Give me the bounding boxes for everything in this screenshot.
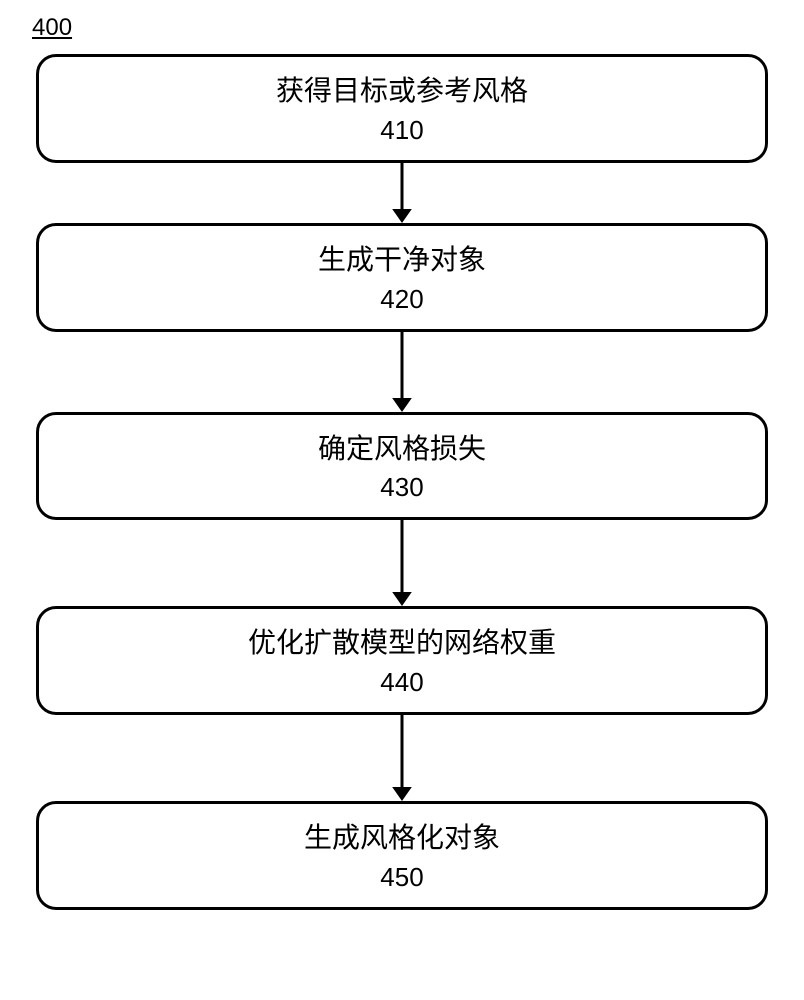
flowchart-node: 获得目标或参考风格 410	[36, 54, 768, 163]
node-title: 生成风格化对象	[51, 820, 753, 858]
flowchart-node: 生成干净对象 420	[36, 223, 768, 332]
flowchart-node: 优化扩散模型的网络权重 440	[36, 606, 768, 715]
node-number: 430	[51, 472, 753, 503]
node-number: 440	[51, 667, 753, 698]
flowchart-container: 获得目标或参考风格 410 生成干净对象 420 确定风格损失430 优化扩散模型的网络权…	[36, 54, 768, 910]
node-title: 获得目标或参考风格	[51, 73, 753, 111]
flowchart-node: 生成风格化对象 450	[36, 801, 768, 910]
node-title: 生成干净对象	[51, 242, 753, 280]
flowchart-node: 确定风格损失430	[36, 412, 768, 521]
node-title: 优化扩散模型的网络权重	[51, 625, 753, 663]
node-title: 确定风格损失	[51, 431, 753, 469]
flowchart-arrow	[36, 163, 768, 223]
figure-label: 400	[32, 14, 72, 42]
node-number: 410	[51, 115, 753, 146]
flowchart-arrow	[36, 520, 768, 606]
node-number: 420	[51, 284, 753, 315]
node-number: 450	[51, 862, 753, 893]
flowchart-arrow	[36, 332, 768, 412]
flowchart-arrow	[36, 715, 768, 801]
